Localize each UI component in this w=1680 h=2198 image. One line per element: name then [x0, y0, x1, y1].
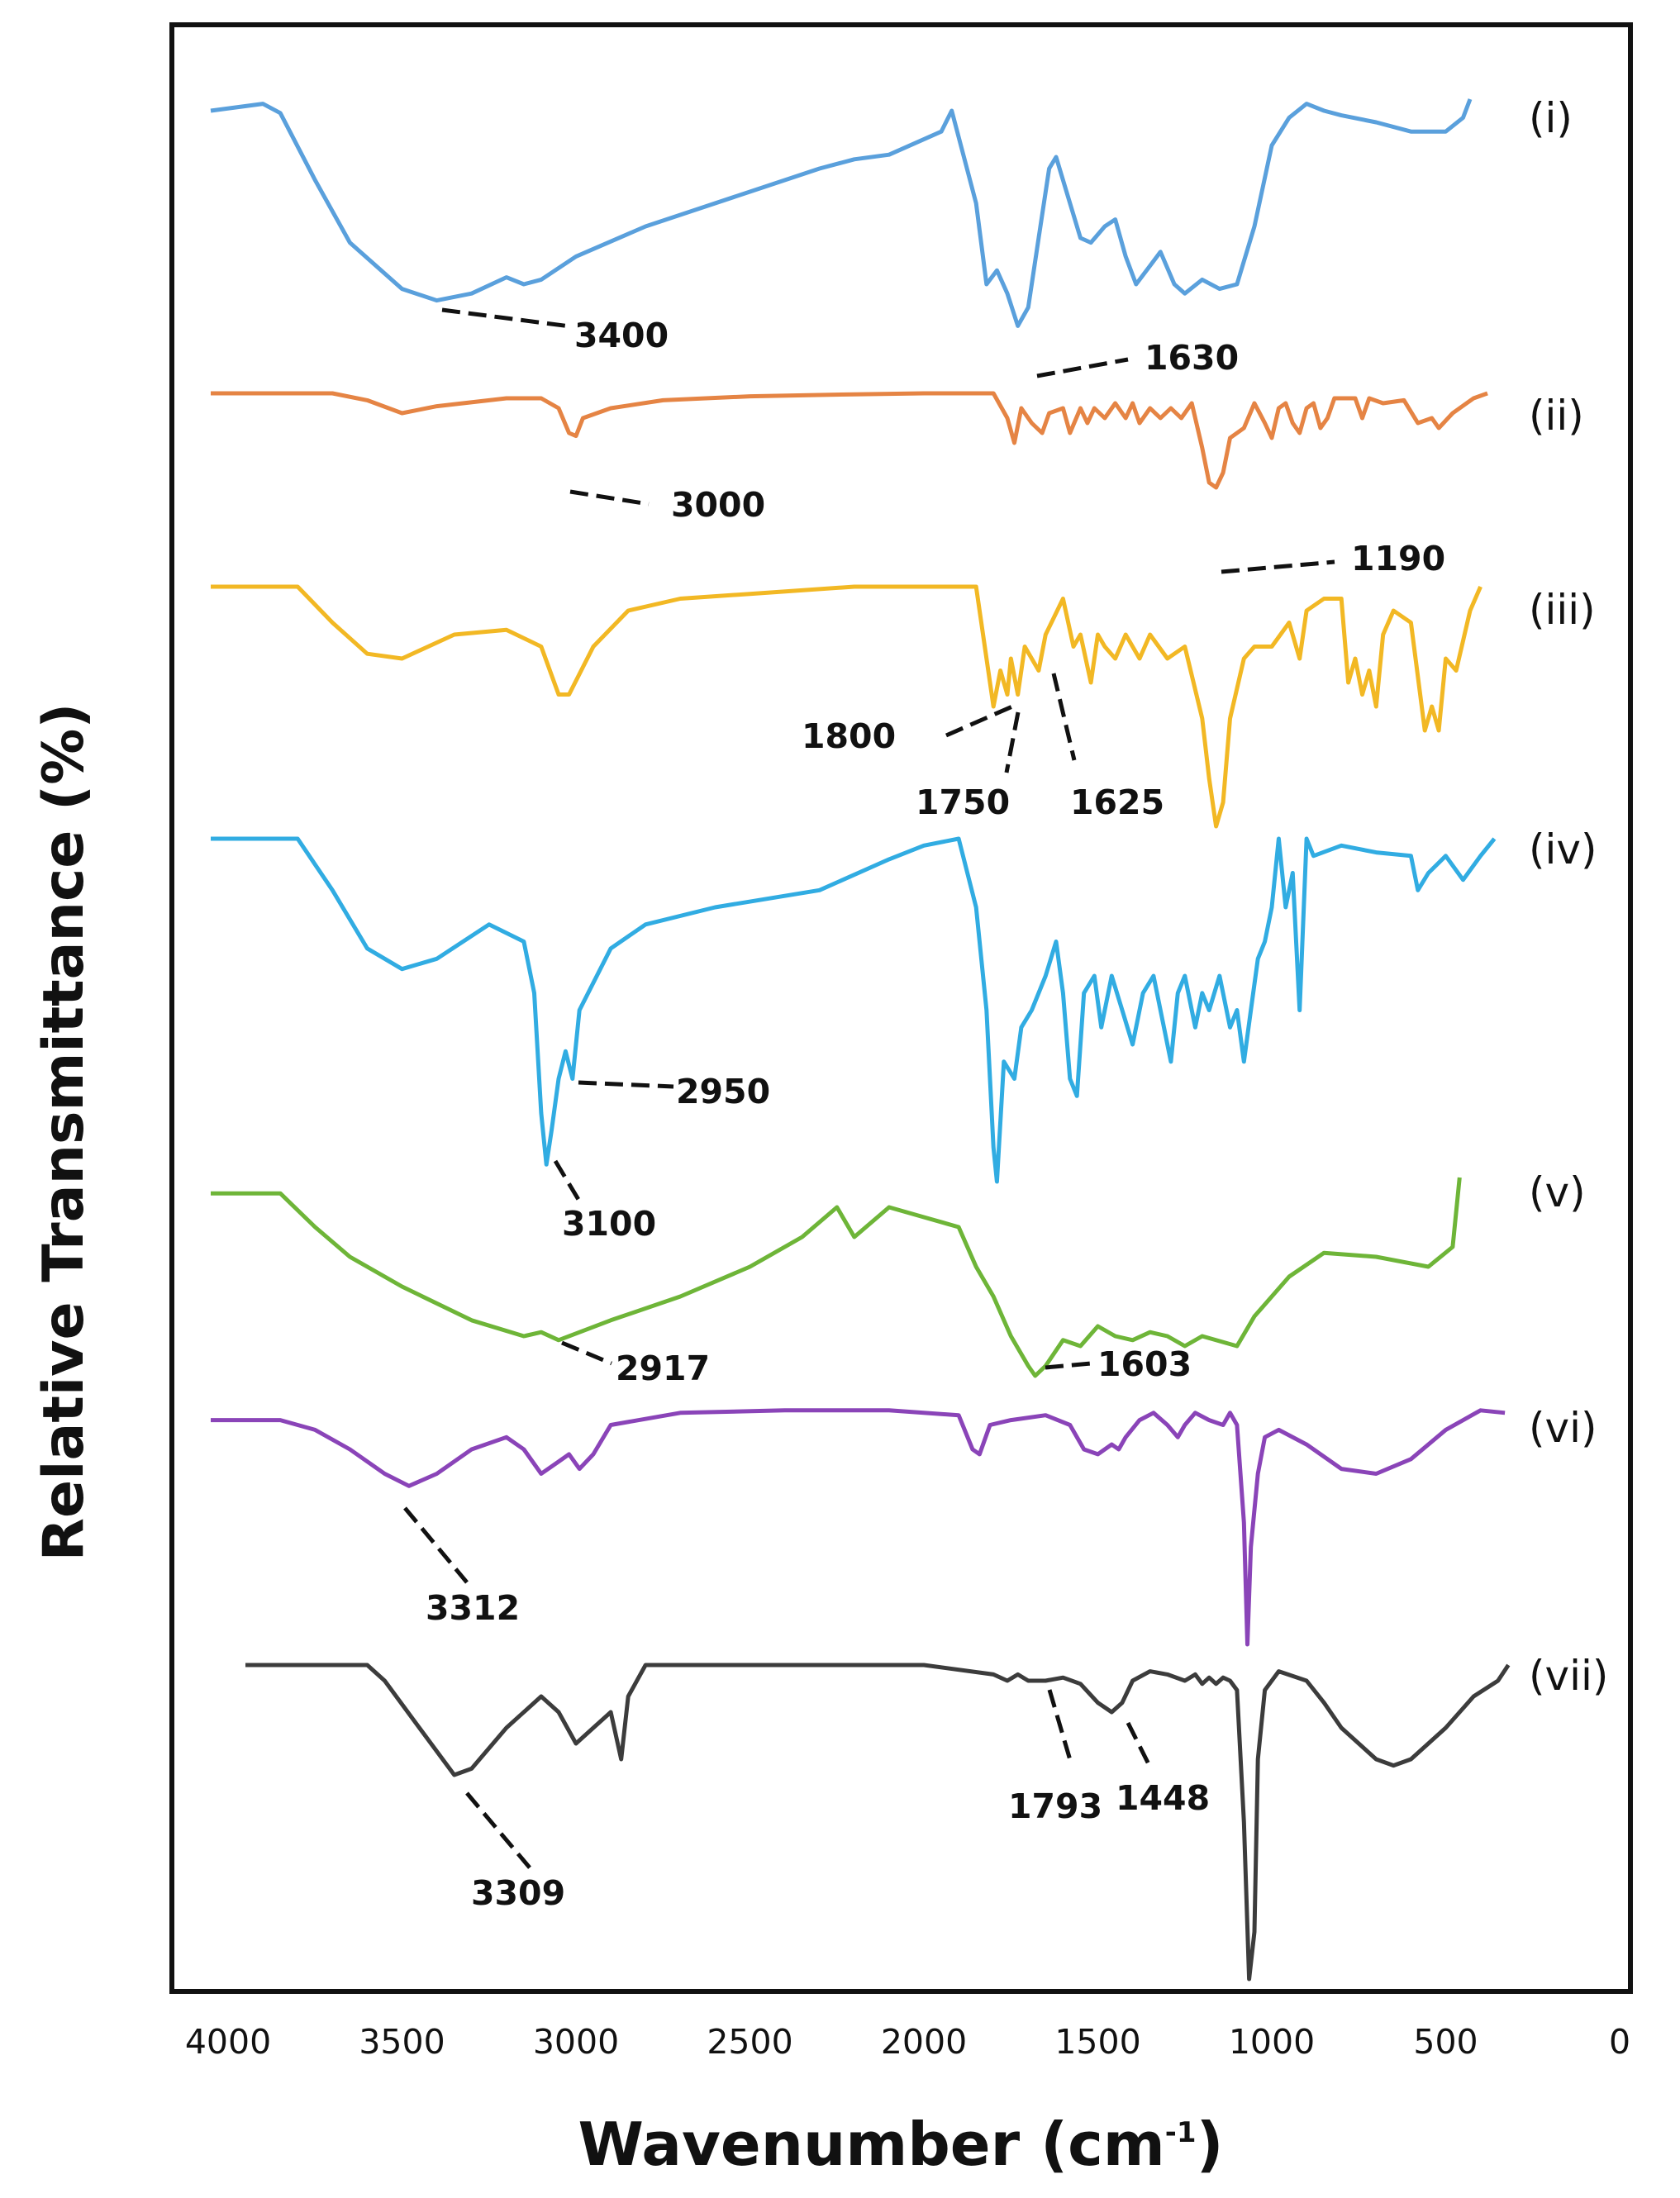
series-line: [211, 1177, 1462, 1378]
annotation-leader: [465, 1791, 535, 1873]
x-tick-label: 3000: [533, 2022, 619, 2062]
annotation-leader: [945, 704, 1014, 738]
series-label: (iv): [1529, 825, 1597, 873]
series-line: [211, 584, 1482, 829]
series-line: [210, 98, 1473, 328]
x-tick-label: 0: [1609, 2022, 1630, 2062]
peak-annotation: 1603: [1097, 1344, 1192, 1384]
peak-annotation: 1793: [1008, 1786, 1102, 1826]
series-label: (i): [1529, 94, 1573, 142]
peak-annotation: 3309: [471, 1873, 565, 1913]
x-tick-label: 1500: [1054, 2022, 1140, 2062]
annotation-leader: [1221, 559, 1335, 574]
series-line: [245, 1663, 1511, 1982]
peak-annotation: 1448: [1116, 1778, 1210, 1818]
annotation-leader: [441, 307, 571, 329]
annotation-leader: [1045, 1361, 1092, 1370]
series-line: [211, 391, 1488, 490]
series-label: (v): [1529, 1168, 1586, 1216]
y-axis-title: Relative Transmittance (%): [31, 703, 97, 1562]
annotation-leader: [1047, 1689, 1073, 1761]
peak-annotation: 1625: [1070, 783, 1164, 822]
x-tick-label: 4000: [185, 2022, 271, 2062]
peak-annotation: 1800: [802, 716, 896, 756]
annotation-leader: [1051, 673, 1077, 761]
plot-frame: [169, 22, 1633, 1994]
annotation-leader: [1036, 357, 1129, 378]
x-tick-label: 500: [1413, 2022, 1478, 2062]
peak-annotation: 2950: [676, 1072, 770, 1111]
series-label: (vi): [1529, 1404, 1597, 1452]
x-tick-label: 2000: [881, 2022, 967, 2062]
x-tick-label: 3500: [359, 2022, 445, 2062]
series-line: [211, 1408, 1506, 1647]
x-axis-title: Wavenumber (cm-1): [578, 2110, 1224, 2179]
series-label: (iii): [1529, 586, 1596, 634]
peak-annotation: 1750: [916, 783, 1010, 822]
peak-annotation: 3312: [426, 1588, 520, 1628]
annotation-leader: [1004, 711, 1021, 773]
annotation-leader: [569, 489, 650, 507]
x-tick-label: 1000: [1229, 2022, 1315, 2062]
peak-annotation: 3100: [562, 1204, 656, 1244]
x-tick-label: 2500: [707, 2022, 792, 2062]
annotation-leader: [403, 1506, 469, 1584]
annotation-leader: [561, 1340, 612, 1366]
peak-annotation: 1630: [1145, 338, 1239, 378]
peak-annotation: 2917: [616, 1349, 710, 1388]
annotation-leader: [578, 1080, 674, 1089]
series-label: (vii): [1529, 1652, 1608, 1700]
peak-annotation: 1190: [1351, 539, 1445, 578]
series-line: [211, 836, 1497, 1184]
peak-annotation: 3000: [671, 485, 765, 525]
annotation-leader: [553, 1159, 583, 1204]
annotation-leader: [1126, 1721, 1151, 1766]
series-label: (ii): [1529, 392, 1584, 440]
peak-annotation: 3400: [574, 316, 669, 355]
